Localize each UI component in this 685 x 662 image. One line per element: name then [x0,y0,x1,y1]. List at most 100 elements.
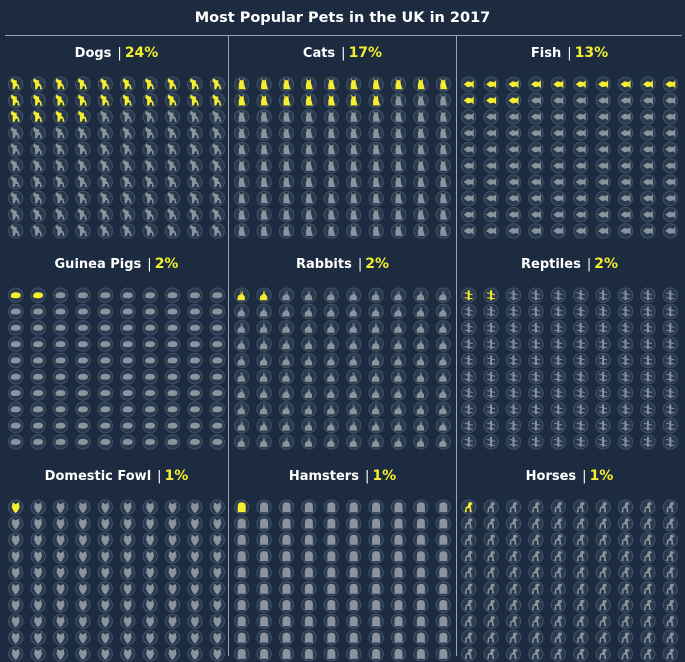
rabbit-icon [259,321,268,333]
unit-icon [30,336,46,352]
unit-icon [617,92,634,109]
cat-icon [261,159,269,171]
unit-icon [662,92,679,109]
unit-icon [30,499,46,515]
unit-icon [278,174,295,190]
unit-icon [595,629,611,646]
rabbit-icon [349,370,357,382]
unit-icon [390,401,407,418]
hamster-icon [372,616,381,627]
fish-icon [463,96,474,105]
unit-icon [164,303,181,320]
cat-icon [328,127,336,139]
reptile-icon [554,371,563,382]
unit-icon [75,190,91,207]
reptile-icon [531,322,540,333]
rabbit-icon [237,321,245,333]
cat-icon [328,78,336,90]
unit-icon [345,515,362,532]
reptile-icon [576,436,585,447]
unit-icon [75,401,91,418]
unit-icon [528,92,544,109]
panel-header: Horses | 1% [457,459,682,491]
reptile-icon [531,436,540,447]
unit-icon [640,303,656,320]
guinea-pig-icon [77,324,88,331]
unit-icon [390,157,407,174]
unit-icon [483,515,499,532]
horse-icon [643,567,652,578]
hamster-icon [394,583,403,594]
unit-icon [75,434,91,450]
rabbit-icon [394,321,402,333]
fish-icon [463,226,474,235]
fish-icon [575,178,586,186]
unit-icon [142,564,158,581]
unit-icon [390,646,407,662]
unit-icon [345,125,362,141]
dog-icon [33,94,43,106]
unit-icon [97,532,114,548]
fish-icon [508,129,519,138]
rabbit-icon [416,321,425,333]
horse-icon [509,648,518,659]
dog-icon [77,110,87,122]
cat-icon [417,143,425,155]
unit-icon [142,287,158,303]
chicken-icon [56,534,65,546]
unit-icon [301,417,317,434]
chicken-icon [11,600,20,611]
reptile-icon [643,404,652,415]
unit-icon [390,109,407,125]
unit-icon [345,434,362,450]
unit-icon-highlighted [75,109,91,125]
hamster-icon [394,600,403,610]
horse-icon [487,518,496,529]
rabbit-icon [304,435,313,447]
unit-icon [119,613,136,630]
horse-icon [464,648,473,659]
guinea-pig-icon [10,324,21,331]
dog-icon [145,78,155,90]
unit-icon [278,548,295,564]
hamster-icon [282,551,291,562]
unit-icon [234,174,250,190]
rabbit-icon [282,289,290,301]
panel-name: Guinea Pigs [54,257,142,272]
hamster-icon [260,583,269,594]
chicken-icon [168,534,177,546]
unit-icon [413,401,429,418]
guinea-pig-icon [145,292,156,299]
unit-icon [528,499,544,515]
unit-icon [368,141,384,158]
guinea-pig-icon [145,406,156,413]
unit-icon [142,613,158,630]
rabbit-icon [349,403,357,415]
unit-icon [550,303,567,320]
chicken-icon [213,600,222,611]
unit-icon-highlighted [345,76,362,92]
unit-icon [413,109,429,125]
reptile-icon [599,388,608,398]
unit-icon [413,515,429,532]
reptile-icon [464,339,473,350]
hamster-icon [372,632,381,643]
unit-icon [550,515,567,532]
hamster-icon [439,534,448,545]
horse-icon [666,551,675,562]
unit-icon [97,564,114,581]
unit-icon [164,385,181,401]
unit-icon [640,564,656,581]
unit-icon [345,368,362,385]
dog-icon [10,176,20,187]
unit-icon [435,141,452,158]
unit-icon [572,434,589,450]
unit-icon [617,434,634,450]
fish-icon [463,210,474,219]
fish-icon [575,226,586,235]
unit-icon [119,190,136,207]
hamster-icon [372,502,381,513]
unit-icon-highlighted [52,92,69,109]
horse-icon [666,567,675,578]
hamster-icon [282,534,291,545]
